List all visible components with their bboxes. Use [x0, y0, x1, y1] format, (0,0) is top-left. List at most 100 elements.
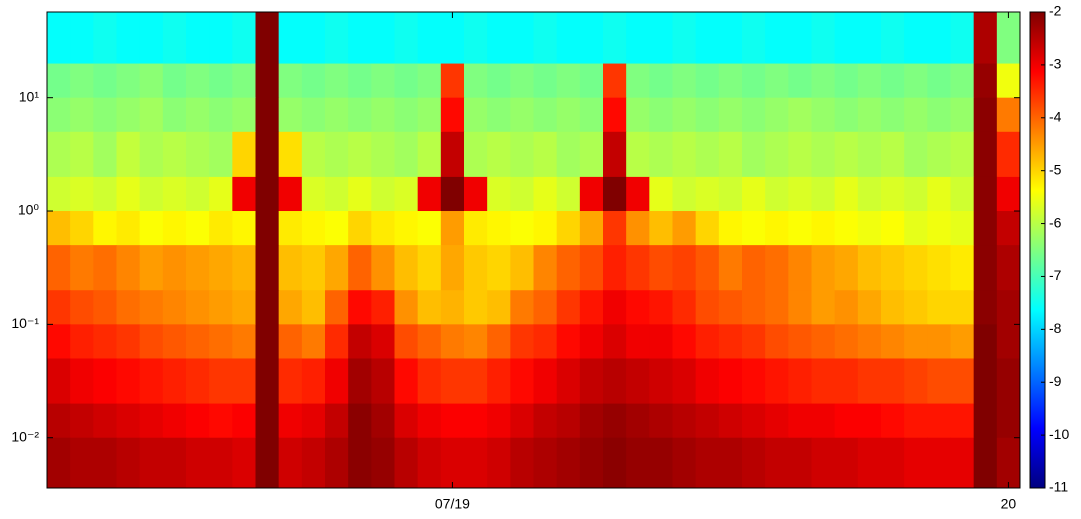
heatmap-cell	[47, 403, 71, 439]
heatmap-cell	[186, 324, 210, 359]
heatmap-cell	[139, 324, 164, 359]
heatmap-cell	[742, 437, 766, 489]
heatmap-cell	[996, 290, 1021, 325]
heatmap-cell	[788, 211, 812, 246]
heatmap-cell	[834, 176, 859, 212]
heatmap-cell	[603, 437, 627, 489]
heatmap-cell	[556, 211, 581, 246]
heatmap-cell	[556, 437, 581, 489]
heatmap-cell	[255, 245, 280, 291]
heatmap-cell	[695, 131, 720, 178]
heatmap-cell	[371, 290, 395, 325]
heatmap-cell	[371, 97, 395, 133]
heatmap-cell	[70, 324, 94, 359]
heatmap-cell	[672, 290, 697, 325]
heatmap-cell	[278, 12, 303, 65]
heatmap-cell	[927, 290, 951, 325]
heatmap-cell	[603, 176, 627, 212]
heatmap-cell	[440, 358, 465, 405]
heatmap-cell	[93, 403, 117, 439]
heatmap-cell	[533, 12, 558, 65]
heatmap-cell	[510, 176, 534, 212]
heatmap-cell	[417, 403, 442, 439]
heatmap-cell	[464, 245, 488, 291]
heatmap-cell	[927, 358, 951, 405]
heatmap-cell	[348, 245, 372, 291]
heatmap-cell	[301, 131, 326, 178]
heatmap-cell	[93, 437, 117, 489]
heatmap-cell	[139, 437, 164, 489]
heatmap-cell	[510, 245, 534, 291]
y-tick-label: 10⁻²	[11, 428, 39, 444]
heatmap-cell	[626, 324, 650, 359]
heatmap-cell	[371, 324, 395, 359]
heatmap-cell	[93, 290, 117, 325]
heatmap-cell	[301, 290, 326, 325]
heatmap-cell	[255, 131, 280, 178]
heatmap-cell	[603, 245, 627, 291]
heatmap-cell	[209, 97, 233, 133]
heatmap-cell	[927, 131, 951, 178]
heatmap-cell	[649, 403, 673, 439]
heatmap-cell	[950, 12, 975, 65]
heatmap-cell	[186, 63, 210, 99]
heatmap-cell	[556, 245, 581, 291]
heatmap-cell	[209, 358, 233, 405]
heatmap-cell	[811, 245, 836, 291]
heatmap-cell	[116, 437, 141, 489]
heatmap-cell	[417, 211, 442, 246]
heatmap-cell	[510, 97, 534, 133]
heatmap-cell	[765, 403, 789, 439]
heatmap-cell	[394, 97, 419, 133]
heatmap-cell	[672, 437, 697, 489]
heatmap-cell	[116, 358, 141, 405]
heatmap-cell	[394, 324, 419, 359]
colorbar-tick-label: -8	[1049, 320, 1062, 336]
heatmap-cell	[927, 211, 951, 246]
heatmap-cell	[649, 324, 673, 359]
heatmap-cell	[904, 211, 928, 246]
heatmap-cell	[255, 437, 280, 489]
heatmap-cell	[325, 290, 349, 325]
heatmap-cell	[603, 324, 627, 359]
heatmap-cell	[857, 12, 882, 65]
heatmap-cell	[718, 63, 743, 99]
heatmap-cell	[788, 245, 812, 291]
heatmap-cell	[742, 12, 766, 65]
heatmap-cell	[464, 290, 488, 325]
heatmap-cell	[209, 12, 233, 65]
heatmap-cell	[718, 403, 743, 439]
heatmap-cell	[70, 176, 94, 212]
colorbar-tick-label: -11	[1049, 479, 1068, 495]
heatmap-cell	[510, 63, 534, 99]
heatmap-cell	[811, 290, 836, 325]
heatmap-cell	[440, 12, 465, 65]
heatmap-cell	[811, 324, 836, 359]
heatmap-cell	[927, 63, 951, 99]
heatmap-cell	[881, 176, 905, 212]
heatmap-cell	[417, 131, 442, 178]
heatmap-cell	[139, 403, 164, 439]
heatmap-cell	[510, 211, 534, 246]
heatmap-cell	[973, 324, 998, 359]
heatmap-cell	[162, 63, 187, 99]
heatmap-cell	[811, 176, 836, 212]
heatmap-cell	[626, 176, 650, 212]
heatmap-cell	[996, 403, 1021, 439]
heatmap-cell	[649, 131, 673, 178]
heatmap-cell	[116, 324, 141, 359]
heatmap-cell	[371, 358, 395, 405]
heatmap-cell	[464, 131, 488, 178]
heatmap-cell	[255, 290, 280, 325]
heatmap-cell	[394, 437, 419, 489]
heatmap-cell	[742, 324, 766, 359]
heatmap-cell	[394, 211, 419, 246]
heatmap-cell	[950, 437, 975, 489]
heatmap-cell	[278, 97, 303, 133]
heatmap-cell	[139, 211, 164, 246]
heatmap-cell	[487, 403, 511, 439]
heatmap-cell	[70, 12, 94, 65]
heatmap-cell	[857, 358, 882, 405]
heatmap-cell	[232, 437, 256, 489]
y-tick-label: 10⁰	[18, 202, 40, 218]
